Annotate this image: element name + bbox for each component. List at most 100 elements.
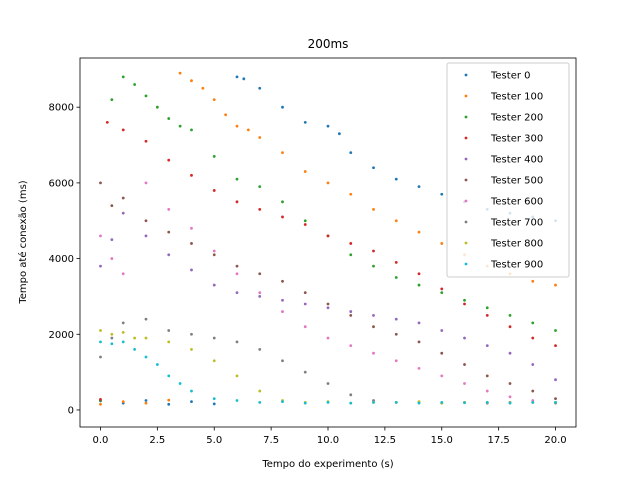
data-point: [212, 253, 216, 257]
data-point: [281, 310, 284, 313]
legend-label: Tester 200: [490, 113, 543, 124]
data-point: [440, 192, 444, 196]
data-point: [167, 230, 171, 234]
data-point: [144, 181, 148, 185]
data-point: [258, 136, 262, 139]
data-point: [167, 329, 171, 332]
series-4: [99, 211, 557, 382]
data-point: [349, 313, 353, 317]
data-point: [121, 75, 125, 79]
x-tick-label: 20.0: [544, 435, 566, 446]
data-point: [155, 105, 159, 109]
data-point: [178, 124, 182, 128]
data-point: [110, 204, 114, 208]
data-points: [99, 71, 557, 406]
data-point: [349, 192, 353, 196]
data-point: [121, 400, 125, 404]
legend-label: Tester 600: [490, 197, 543, 208]
y-tick-label: 8000: [49, 103, 74, 114]
data-point: [463, 298, 466, 302]
data-point: [508, 401, 512, 405]
data-point: [110, 336, 114, 340]
data-point: [303, 325, 307, 329]
data-point: [258, 207, 262, 211]
data-point: [337, 132, 341, 136]
data-point: [485, 313, 489, 317]
data-point: [349, 344, 353, 348]
data-point: [440, 374, 444, 378]
data-point: [121, 196, 125, 200]
data-point: [394, 219, 398, 223]
data-point: [508, 382, 512, 385]
legend-marker: [464, 115, 468, 119]
data-point: [167, 374, 171, 378]
legend-marker: [464, 73, 468, 77]
data-point: [242, 77, 246, 81]
data-point: [144, 317, 148, 321]
data-point: [99, 397, 102, 401]
x-tick-label: 15.0: [431, 435, 453, 446]
legend-label: Tester 500: [490, 176, 543, 187]
data-point: [178, 71, 182, 75]
data-point: [235, 75, 239, 79]
data-point: [485, 389, 489, 393]
data-point: [394, 276, 398, 279]
data-point: [212, 155, 216, 158]
y-tick-label: 0: [68, 405, 74, 416]
data-point: [212, 249, 216, 253]
data-point: [258, 295, 262, 298]
data-point: [235, 124, 239, 128]
data-point: [531, 389, 535, 393]
data-point: [121, 128, 125, 132]
data-point: [235, 264, 239, 268]
series-6: [99, 181, 557, 404]
data-point: [326, 306, 330, 310]
data-point: [372, 249, 375, 253]
series-8: [99, 329, 557, 405]
data-point: [144, 355, 148, 359]
legend-marker: [464, 262, 468, 266]
data-point: [121, 211, 125, 215]
data-point: [372, 351, 375, 355]
data-point: [372, 313, 375, 317]
data-point: [190, 332, 193, 336]
data-point: [394, 317, 398, 321]
data-point: [463, 363, 466, 366]
legend-marker: [464, 241, 468, 245]
data-point: [394, 177, 398, 181]
data-point: [110, 342, 114, 346]
data-point: [303, 401, 307, 405]
data-point: [212, 283, 216, 287]
data-point: [485, 306, 489, 310]
data-point: [121, 330, 125, 334]
data-point: [508, 325, 512, 329]
data-point: [326, 181, 330, 185]
data-point: [144, 401, 148, 405]
data-point: [349, 310, 353, 313]
legend-box: [446, 62, 570, 278]
data-point: [110, 332, 114, 336]
data-point: [326, 124, 330, 128]
y-axis: 0 2000 4000 6000 8000: [49, 103, 80, 416]
data-point: [554, 378, 557, 382]
data-point: [281, 400, 284, 404]
data-point: [190, 128, 193, 132]
x-tick-label: 2.5: [149, 435, 165, 446]
data-point: [212, 98, 216, 102]
data-point: [281, 215, 284, 219]
data-point: [372, 207, 375, 211]
data-point: [190, 226, 193, 230]
x-axis: 0.0 2.5 5.0 7.5 10.0 12.5 15.0 17.5 20.0: [93, 427, 567, 446]
data-point: [463, 302, 466, 306]
data-point: [281, 279, 284, 283]
series-2: [99, 75, 557, 402]
data-point: [190, 400, 193, 404]
data-point: [144, 94, 148, 98]
data-point: [190, 389, 193, 393]
data-point: [349, 393, 353, 397]
x-tick-label: 12.5: [374, 435, 396, 446]
series-5: [99, 181, 557, 401]
data-point: [190, 242, 193, 245]
data-point: [463, 336, 466, 340]
